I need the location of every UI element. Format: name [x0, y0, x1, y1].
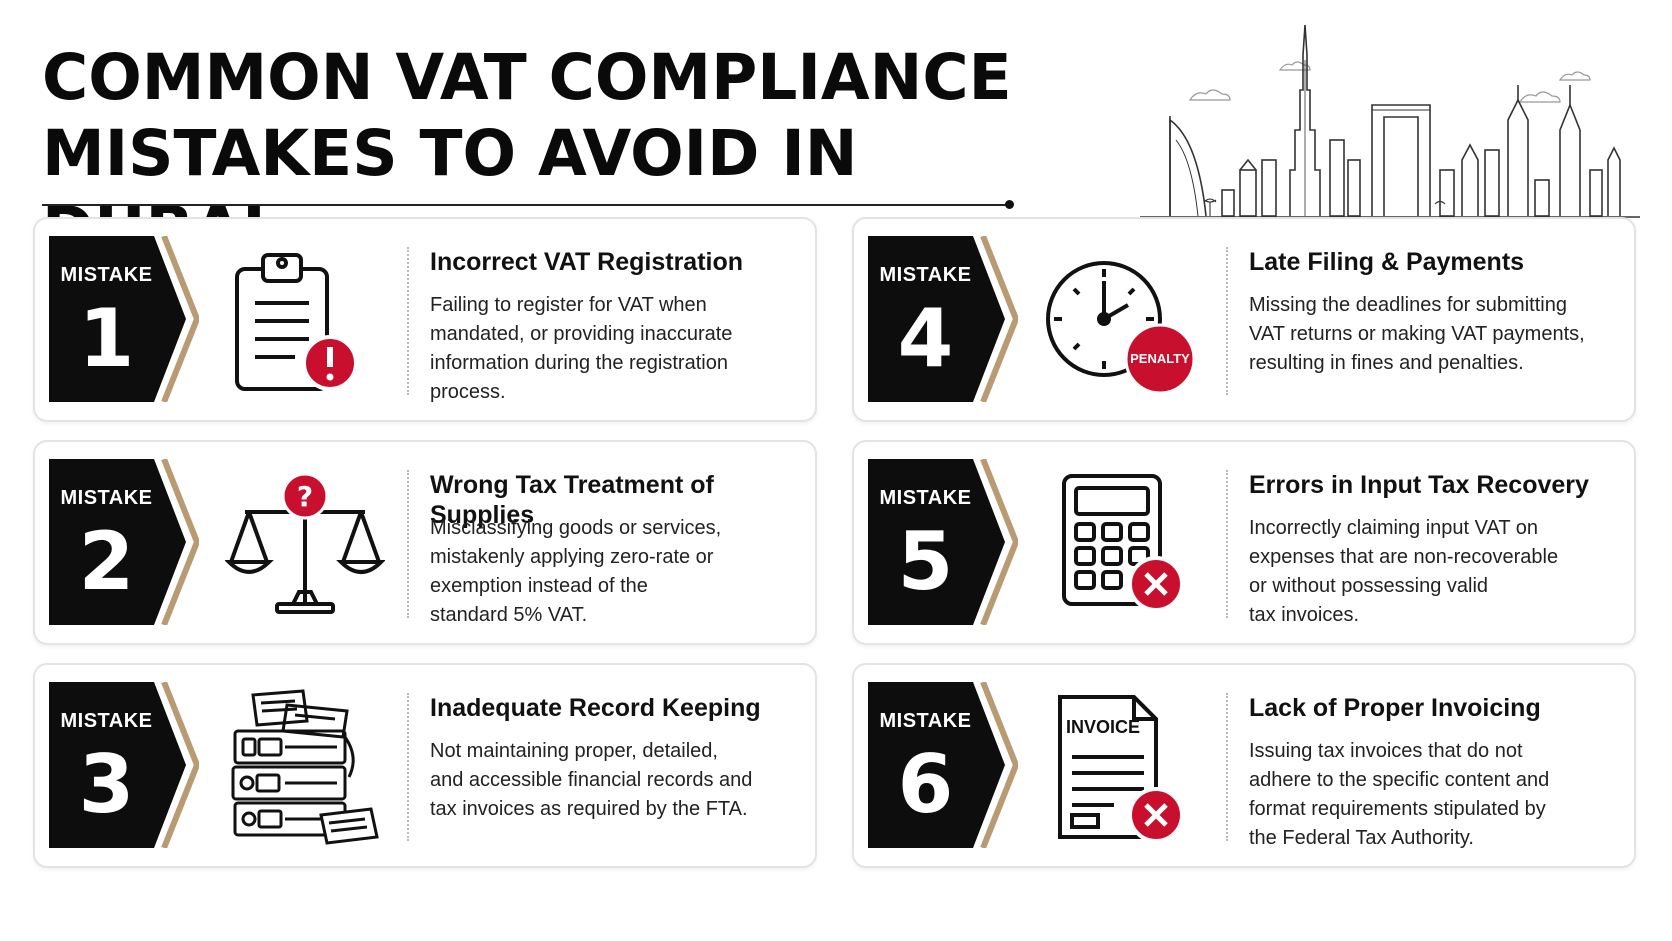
mistake-card-6: MISTAKE 6 INVOICE Lack of Proper Invoici…	[852, 663, 1636, 868]
mistake-title: Lack of Proper Invoicing	[1249, 694, 1541, 722]
mistake-description: Failing to register for VAT when mandate…	[430, 294, 733, 403]
page-title: COMMON VAT COMPLIANCE MISTAKES TO AVOID …	[42, 40, 1042, 268]
mistake-number: 2	[78, 515, 135, 608]
page-title-line-1: COMMON VAT COMPLIANCE	[42, 41, 1012, 114]
mistake-card-1: MISTAKE 1 Incorrect VAT Registration Fai…	[33, 217, 817, 422]
mistake-badge: MISTAKE 2	[49, 459, 199, 625]
mistake-number: 3	[78, 738, 135, 831]
card-divider	[1226, 470, 1228, 618]
invoice-doc-heading: INVOICE	[1066, 717, 1141, 737]
mistake-card-4: MISTAKE 4 PENALTY Late Filing & Payments…	[852, 217, 1636, 422]
mistake-label: MISTAKE	[879, 710, 972, 732]
messy-files-icon	[225, 687, 385, 847]
mistake-description: Misclassifying goods or services, mistak…	[430, 517, 722, 626]
mistake-number: 1	[78, 292, 135, 385]
mistake-badge: MISTAKE 5	[868, 459, 1018, 625]
mistake-description: Not maintaining proper, detailed, and ac…	[430, 740, 753, 820]
mistake-description: Incorrectly claiming input VAT on expens…	[1249, 517, 1559, 626]
mistake-number: 6	[897, 738, 954, 831]
penalty-stamp-text: PENALTY	[1130, 351, 1190, 366]
mistake-badge: MISTAKE 6	[868, 682, 1018, 848]
mistake-title: Incorrect VAT Registration	[430, 248, 744, 276]
card-divider	[407, 470, 409, 618]
title-underline	[42, 204, 1010, 206]
card-divider	[407, 693, 409, 841]
mistake-number: 4	[897, 292, 954, 385]
mistake-label: MISTAKE	[60, 264, 153, 286]
mistake-title: Inadequate Record Keeping	[430, 694, 761, 722]
mistake-card-3: MISTAKE 3 Inadequate Reco	[33, 663, 817, 868]
mistake-label: MISTAKE	[60, 487, 153, 509]
mistake-badge: MISTAKE 4	[868, 236, 1018, 402]
svg-text:?: ?	[297, 480, 313, 513]
mistake-badge: MISTAKE 3	[49, 682, 199, 848]
mistake-label: MISTAKE	[879, 487, 972, 509]
card-divider	[1226, 693, 1228, 841]
mistake-badge: MISTAKE 1	[49, 236, 199, 402]
mistake-label: MISTAKE	[879, 264, 972, 286]
clipboard-alert-icon	[225, 241, 385, 401]
mistake-label: MISTAKE	[60, 710, 153, 732]
mistake-title: Late Filing & Payments	[1249, 248, 1525, 276]
mistake-description: Issuing tax invoices that do not adhere …	[1249, 740, 1550, 849]
card-divider	[407, 247, 409, 395]
mistake-card-5: MISTAKE 5 Errors in Input Tax Recovery I…	[852, 440, 1636, 645]
card-divider	[1226, 247, 1228, 395]
mistake-title: Errors in Input Tax Recovery	[1249, 471, 1589, 499]
invoice-error-icon: INVOICE	[1044, 687, 1204, 847]
dubai-skyline-illustration	[1140, 24, 1640, 218]
mistake-description: Missing the deadlines for submitting VAT…	[1249, 294, 1585, 374]
clock-penalty-icon: PENALTY	[1044, 241, 1204, 401]
mistake-number: 5	[897, 515, 954, 608]
mistake-card-2: MISTAKE 2 ? Wrong Tax Treatment of Suppl…	[33, 440, 817, 645]
scales-question-icon: ?	[224, 464, 386, 624]
title-underline-dot	[1005, 200, 1014, 209]
calculator-error-icon	[1044, 464, 1204, 624]
mistake-title: Wrong Tax Treatment of Supplies	[430, 471, 714, 529]
